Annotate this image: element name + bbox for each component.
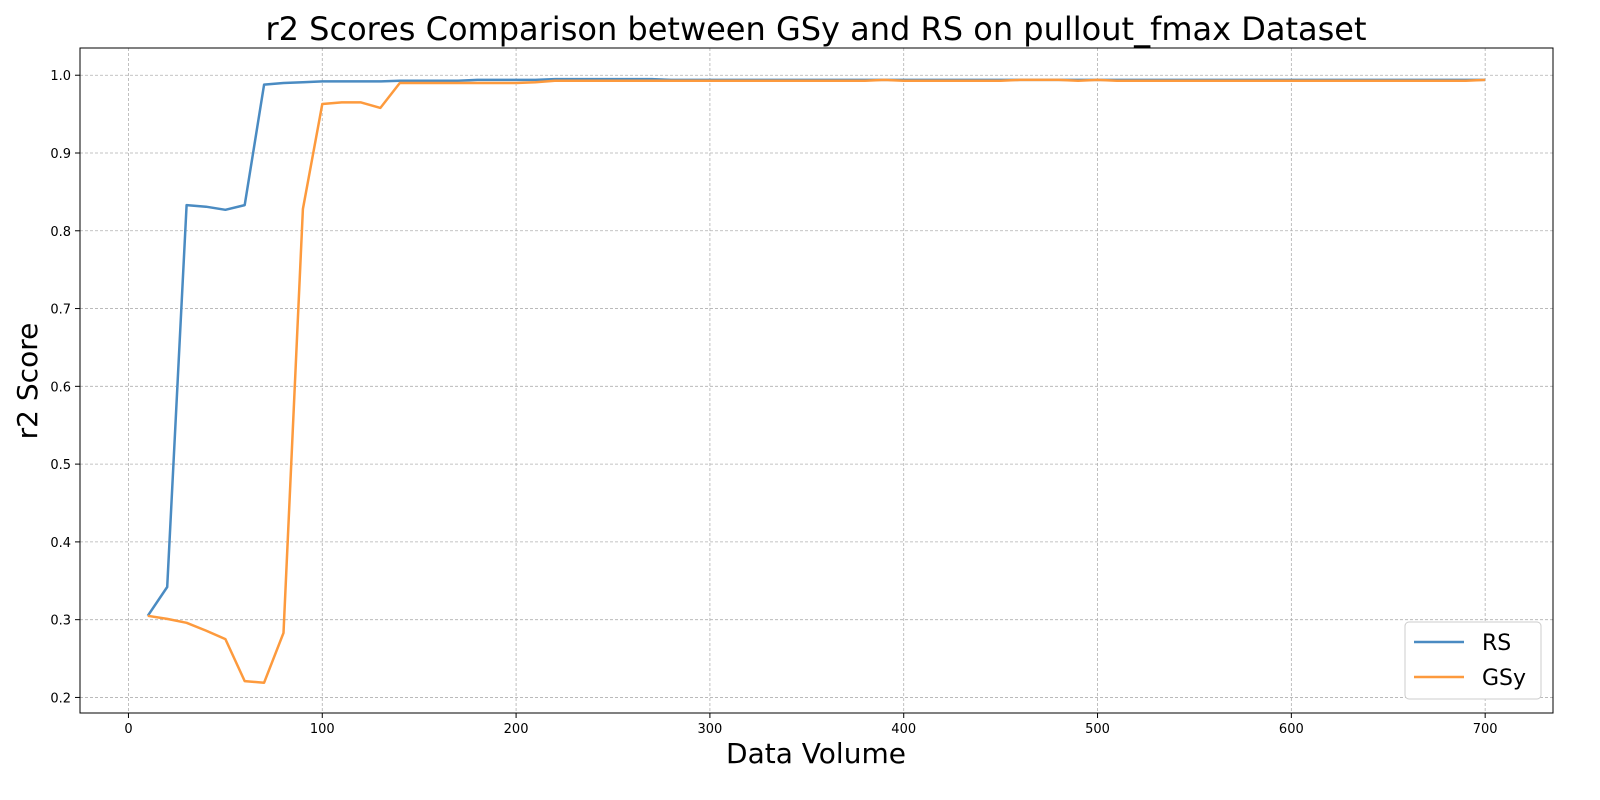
y-tick-label: 0.4 — [50, 536, 71, 551]
x-tick-label: 600 — [1279, 722, 1304, 737]
legend-label-rs: RS — [1482, 631, 1511, 656]
x-tick-label: 100 — [310, 722, 335, 737]
x-axis-label: Data Volume — [726, 737, 906, 770]
y-axis-label: r2 Score — [11, 323, 44, 440]
series-lines — [146, 77, 1486, 684]
series-line-rs — [146, 77, 1486, 617]
series-line-gsy — [147, 78, 1486, 684]
y-axis-ticks: 0.2 0.3 0.4 0.5 0.6 0.7 0.8 0.9 1.0 — [50, 69, 80, 706]
x-tick-label: 700 — [1473, 722, 1498, 737]
legend-label-gsy: GSy — [1482, 666, 1526, 691]
y-tick-label: 0.9 — [50, 147, 71, 162]
grid — [80, 48, 1553, 713]
y-tick-label: 0.5 — [50, 458, 71, 473]
x-tick-label: 200 — [504, 722, 529, 737]
x-tick-label: 0 — [124, 722, 132, 737]
y-tick-label: 0.6 — [50, 380, 71, 395]
legend: RS GSy — [1404, 621, 1542, 700]
x-tick-label: 300 — [697, 722, 722, 737]
y-tick-label: 0.8 — [50, 225, 71, 240]
y-tick-label: 0.7 — [50, 303, 71, 318]
x-tick-label: 500 — [1085, 722, 1110, 737]
x-axis-ticks: 0 100 200 300 400 500 600 700 — [124, 713, 1498, 737]
chart-title: r2 Scores Comparison between GSy and RS … — [265, 10, 1366, 48]
x-tick-label: 400 — [891, 722, 916, 737]
y-tick-label: 0.3 — [50, 614, 71, 629]
y-tick-label: 0.2 — [50, 691, 71, 706]
plot-frame — [79, 47, 1554, 714]
y-tick-label: 1.0 — [50, 69, 71, 84]
